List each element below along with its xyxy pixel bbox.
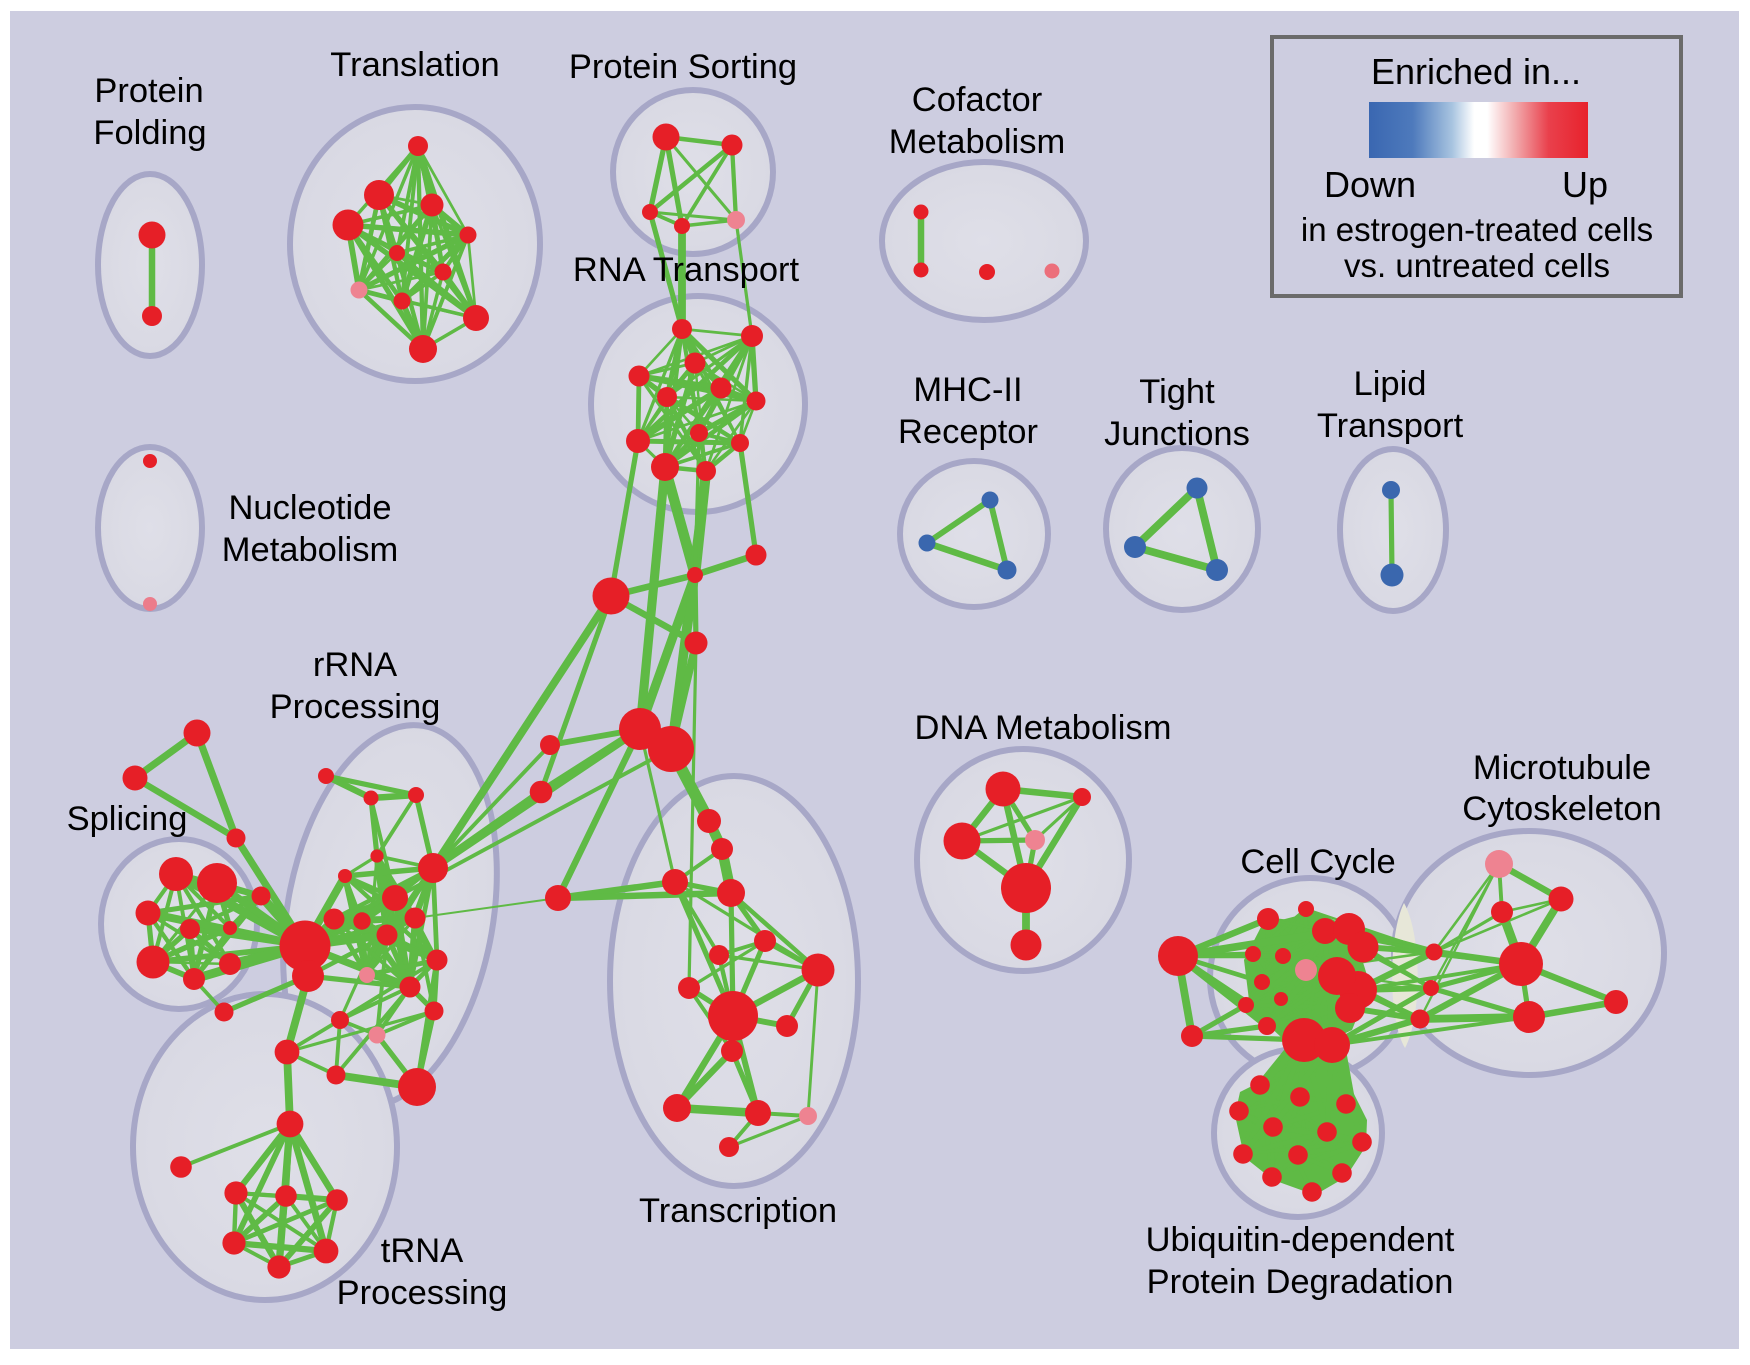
svg-text:Enriched in...: Enriched in... [1371, 51, 1581, 92]
svg-text:Translation: Translation [330, 46, 499, 84]
svg-text:Protein Degradation: Protein Degradation [1147, 1263, 1454, 1301]
svg-text:Processing: Processing [270, 688, 441, 726]
svg-text:Receptor: Receptor [898, 413, 1038, 451]
svg-text:Nucleotide: Nucleotide [228, 489, 391, 527]
svg-text:in estrogen-treated cells: in estrogen-treated cells [1301, 211, 1653, 248]
svg-text:Microtubule: Microtubule [1473, 749, 1651, 787]
svg-text:vs. untreated cells: vs. untreated cells [1344, 247, 1610, 284]
svg-text:rRNA: rRNA [313, 646, 397, 684]
svg-text:Transport: Transport [1317, 407, 1464, 445]
svg-text:Splicing: Splicing [67, 800, 188, 838]
svg-text:Cofactor: Cofactor [912, 81, 1042, 119]
svg-text:Protein: Protein [94, 72, 203, 110]
svg-text:Lipid: Lipid [1354, 365, 1427, 403]
svg-text:Cytoskeleton: Cytoskeleton [1462, 790, 1661, 828]
svg-text:Up: Up [1562, 164, 1608, 205]
svg-text:Junctions: Junctions [1104, 415, 1250, 453]
svg-text:DNA Metabolism: DNA Metabolism [915, 709, 1172, 747]
svg-text:Processing: Processing [337, 1274, 508, 1312]
svg-text:Ubiquitin-dependent: Ubiquitin-dependent [1146, 1221, 1455, 1259]
svg-text:Folding: Folding [93, 114, 206, 152]
svg-text:Transcription: Transcription [639, 1192, 837, 1230]
svg-text:Cell Cycle: Cell Cycle [1240, 843, 1395, 881]
svg-text:Protein Sorting: Protein Sorting [569, 48, 797, 86]
svg-text:RNA Transport: RNA Transport [573, 251, 800, 289]
svg-text:Metabolism: Metabolism [222, 531, 398, 569]
svg-text:tRNA: tRNA [381, 1232, 463, 1270]
svg-text:Tight: Tight [1139, 373, 1215, 411]
svg-text:Metabolism: Metabolism [889, 123, 1065, 161]
svg-text:Down: Down [1324, 164, 1416, 205]
svg-text:MHC-II: MHC-II [913, 371, 1022, 409]
